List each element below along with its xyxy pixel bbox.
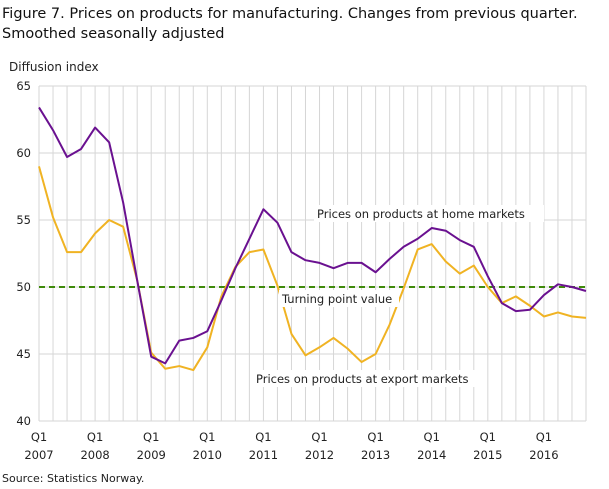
- home-markets-line: [38, 106, 587, 365]
- turning-point-label-bg: [279, 290, 399, 307]
- x-tick-year: 2016: [529, 448, 558, 462]
- x-tick-quarter: Q1: [480, 430, 496, 444]
- x-tick-year: 2010: [193, 448, 222, 462]
- export-markets-label-bg: [253, 370, 487, 387]
- x-tick-year: 2009: [137, 448, 166, 462]
- x-tick-year: 2013: [361, 448, 390, 462]
- title-line-2: Smoothed seasonally adjusted: [2, 26, 225, 42]
- x-tick-quarter: Q1: [424, 430, 440, 444]
- x-tick-year: 2011: [249, 448, 278, 462]
- x-tick-year: 2007: [24, 448, 53, 462]
- y-tick-label: 65: [16, 79, 31, 93]
- x-tick-quarter: Q1: [311, 430, 327, 444]
- x-tick-quarter: Q1: [31, 430, 47, 444]
- y-tick-label: 50: [16, 280, 31, 294]
- export-markets-line: [38, 166, 587, 372]
- x-tick-quarter: Q1: [143, 430, 159, 444]
- x-tick-quarter: Q1: [199, 430, 215, 444]
- chart-title: Figure 7. Prices on products for manufac…: [2, 4, 578, 44]
- y-tick-label: 55: [16, 213, 31, 227]
- home-markets-label-bg: [314, 205, 544, 222]
- x-tick-quarter: Q1: [536, 430, 552, 444]
- y-tick-label: 45: [16, 347, 31, 361]
- x-tick-year: 2014: [417, 448, 446, 462]
- x-tick-year: 2012: [305, 448, 334, 462]
- export-markets-label: Prices on products at export markets: [256, 372, 468, 386]
- x-tick-quarter: Q1: [255, 430, 271, 444]
- source-note: Source: Statistics Norway.: [2, 472, 145, 485]
- y-tick-label: 60: [16, 146, 31, 160]
- y-tick-label: 40: [16, 414, 31, 428]
- x-tick-quarter: Q1: [87, 430, 103, 444]
- x-tick-quarter: Q1: [367, 430, 383, 444]
- x-tick-year: 2015: [473, 448, 502, 462]
- title-line-1: Figure 7. Prices on products for manufac…: [2, 6, 578, 22]
- home-markets-label: Prices on products at home markets: [317, 207, 525, 221]
- turning-point-label: Turning point value: [281, 292, 392, 306]
- y-axis-label: Diffusion index: [9, 60, 99, 74]
- x-tick-year: 2008: [80, 448, 109, 462]
